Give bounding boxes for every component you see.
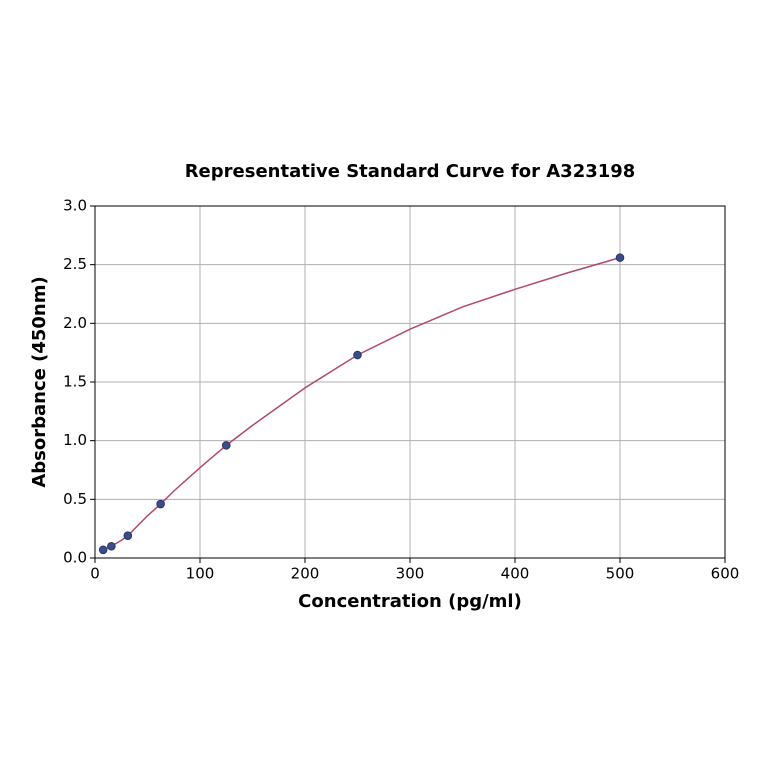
y-tick-label: 3.0 xyxy=(63,197,87,215)
x-axis-label: Concentration (pg/ml) xyxy=(298,591,522,612)
y-tick-label: 0.0 xyxy=(63,549,87,567)
y-axis-label: Absorbance (450nm) xyxy=(29,276,50,487)
fit-curve xyxy=(102,256,621,551)
y-tick-label: 2.0 xyxy=(63,314,87,332)
y-tick-label: 2.5 xyxy=(63,255,87,273)
data-point xyxy=(98,545,108,555)
x-tick-label: 600 xyxy=(711,565,740,583)
chart-title: Representative Standard Curve for A32319… xyxy=(185,161,636,182)
data-point xyxy=(107,541,116,551)
x-tick-label: 200 xyxy=(291,565,320,583)
x-tick-label: 100 xyxy=(186,565,215,583)
data-point xyxy=(615,253,625,262)
x-tick-label: 300 xyxy=(396,565,425,583)
y-tick-label: 0.5 xyxy=(63,490,87,508)
data-point xyxy=(221,441,231,450)
x-tick-label: 500 xyxy=(606,565,635,583)
data-point xyxy=(353,350,362,360)
x-tick-label: 0 xyxy=(90,565,100,583)
y-tick-label: 1.0 xyxy=(63,431,87,449)
plot-frame xyxy=(94,205,726,559)
data-point xyxy=(123,531,133,541)
x-tick-label: 400 xyxy=(501,565,530,583)
data-point xyxy=(156,499,165,509)
y-tick-label: 1.5 xyxy=(63,373,87,391)
